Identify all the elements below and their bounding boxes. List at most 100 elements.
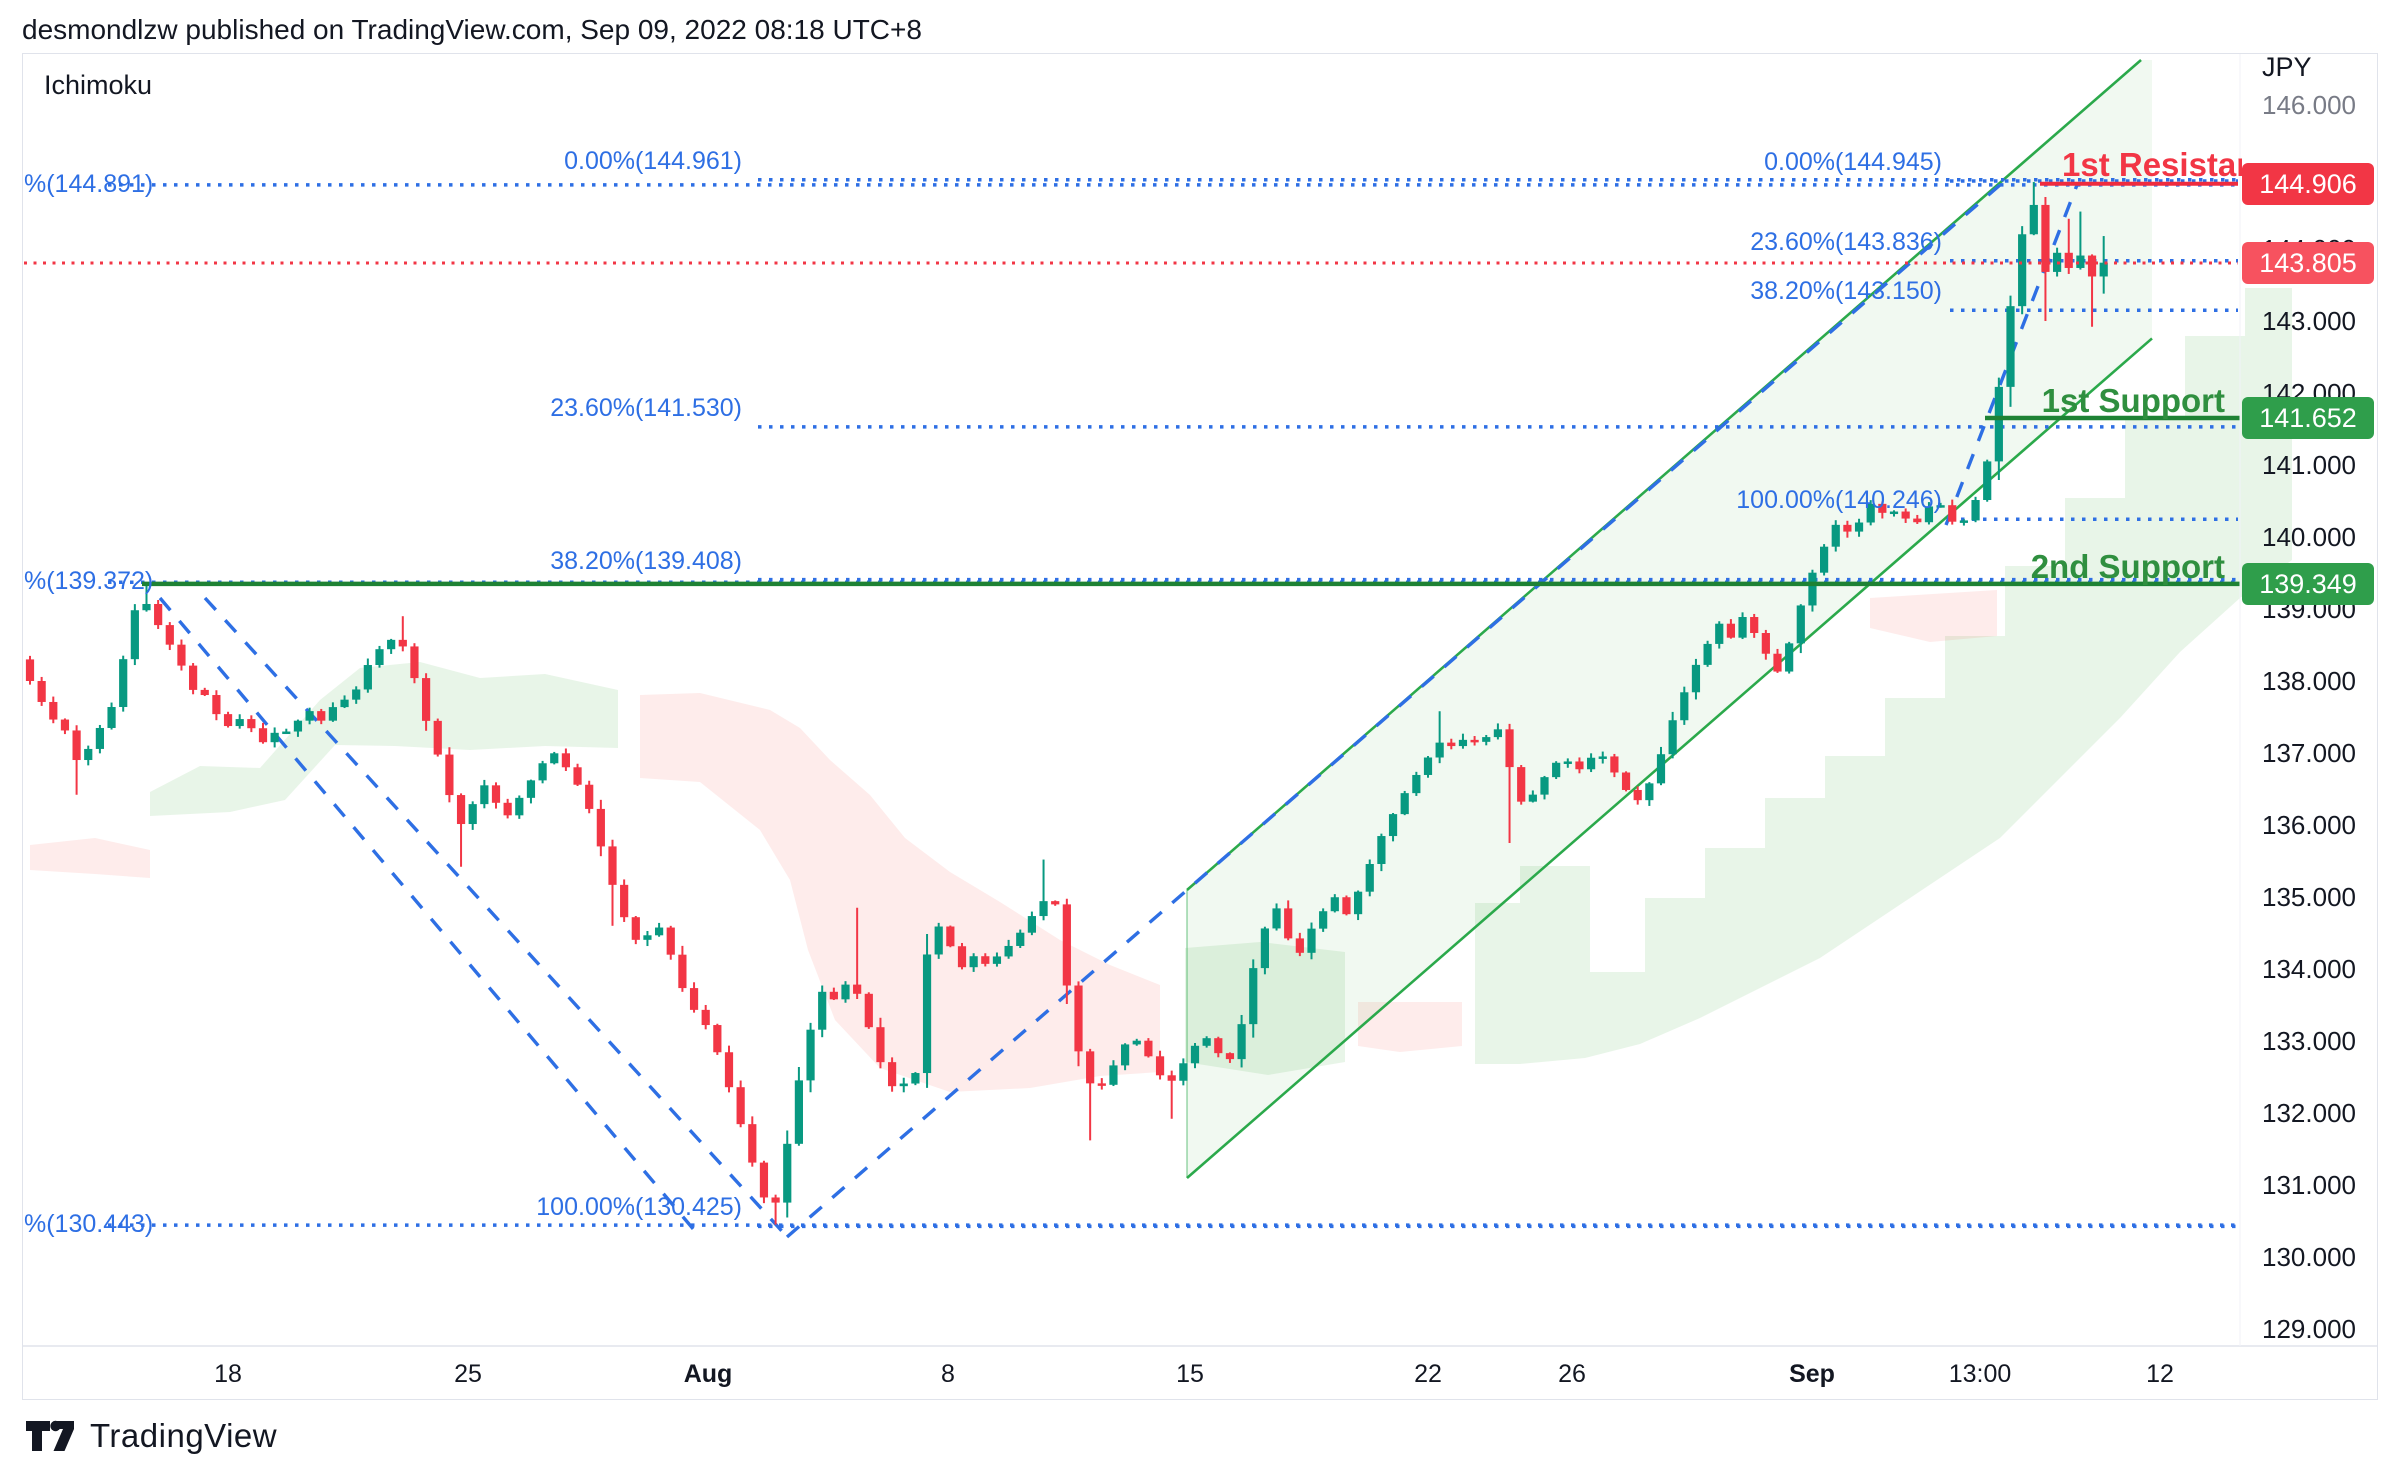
candle-up (468, 804, 477, 825)
candle-down (212, 695, 221, 715)
candle-down (258, 728, 268, 743)
candle-down (759, 1162, 769, 1198)
y-axis-tick: 143.000 (2262, 306, 2356, 336)
tradingview-logo-icon[interactable] (24, 1419, 76, 1453)
candle-down (410, 646, 419, 679)
price-badge: 143.805 (2242, 242, 2374, 285)
candle-up (922, 954, 932, 1074)
candle-up (1412, 774, 1421, 794)
candle-up (1237, 1024, 1246, 1060)
candle-down (1225, 1053, 1235, 1060)
candle-up (1924, 506, 1934, 523)
candle-up (1121, 1044, 1130, 1066)
candle-up (1691, 664, 1701, 693)
candle-up (1493, 729, 1502, 738)
candle-down (247, 719, 256, 729)
candle-down (445, 754, 454, 796)
candle-down (1505, 729, 1514, 768)
candle-down (1295, 938, 1304, 953)
candle-up (538, 763, 547, 781)
y-axis-tick: 134.000 (2262, 954, 2356, 984)
y-axis-tick: 146.000 (2262, 90, 2356, 120)
candle-up (1645, 783, 1654, 801)
candle-down (888, 1062, 897, 1087)
candle-up (2076, 255, 2085, 268)
candle-up (1202, 1038, 1211, 1046)
candle-down (748, 1124, 757, 1163)
y-axis-tick: 129.000 (2262, 1314, 2356, 1344)
candle-down (398, 639, 407, 647)
candle-up (1971, 500, 1980, 521)
x-axis-tick: 15 (1176, 1360, 1204, 1388)
y-axis-tick: 135.000 (2262, 882, 2356, 912)
candle-down (713, 1025, 722, 1053)
candle-up (2029, 204, 2038, 235)
candle-down (1447, 742, 1456, 747)
candle-up (142, 603, 151, 611)
candle-up (1400, 793, 1409, 815)
candle-down (1633, 789, 1642, 801)
candle-up (2018, 234, 2027, 307)
candle-down (1214, 1038, 1223, 1054)
candle-down (422, 678, 431, 721)
candle-down (853, 984, 862, 994)
candle-down (1167, 1075, 1176, 1081)
candle-up (1528, 794, 1537, 802)
candle-up (1563, 761, 1572, 764)
candle-up (992, 956, 1002, 964)
candle-up (794, 1080, 803, 1144)
candle-up (130, 610, 139, 660)
fib-trendline-dashed (203, 596, 792, 1242)
candle-up (1458, 739, 1468, 747)
brand-link[interactable]: TradingView (90, 1417, 278, 1454)
channel-upper-line (1186, 59, 2142, 891)
candle-up (1039, 901, 1048, 917)
candle-up (969, 956, 978, 968)
candle-up (1319, 911, 1328, 929)
x-axis-tick: 26 (1558, 1360, 1586, 1388)
candle-up (934, 926, 943, 955)
candle-down (503, 802, 512, 816)
ichimoku-cloud-green (1475, 288, 2292, 1064)
candle-down (957, 946, 967, 968)
candle-down (433, 720, 442, 755)
candle-down (1097, 1083, 1106, 1086)
x-axis-tick: Sep (1789, 1360, 1835, 1388)
ichimoku-cloud-pink (640, 693, 1160, 1092)
y-axis-tick: 133.000 (2262, 1026, 2356, 1056)
candle-up (119, 659, 128, 708)
candle-up (282, 731, 291, 735)
candle-up (515, 797, 524, 816)
candle-up (305, 711, 314, 721)
candle-up (2099, 262, 2108, 277)
candle-down (666, 927, 675, 955)
candle-up (1936, 505, 1945, 508)
candle-down (736, 1087, 745, 1125)
candle-up (1656, 754, 1666, 784)
candle-down (829, 991, 838, 1000)
candle-up (1004, 945, 1013, 957)
fib-trendline-dashed (158, 596, 702, 1239)
candle-up (1482, 737, 1491, 742)
candle-up (1831, 524, 1840, 547)
candle-down (177, 644, 186, 666)
candle-down (1051, 901, 1060, 905)
candle-down (1470, 739, 1479, 743)
y-axis-tick: 140.000 (2262, 522, 2356, 552)
candle-up (526, 780, 536, 798)
x-axis-tick: 13:00 (1948, 1360, 2012, 1388)
price-badge: 139.349 (2242, 562, 2374, 605)
candle-up (655, 927, 664, 936)
candle-up (1132, 1040, 1141, 1045)
candle-up (1307, 928, 1316, 953)
candle-up (1994, 386, 2003, 462)
candle-down (154, 603, 163, 626)
candle-down (1342, 897, 1351, 915)
ichimoku-cloud-green (150, 662, 618, 816)
price-axis-currency: JPY (2262, 52, 2312, 82)
x-axis-tick: 8 (941, 1360, 955, 1388)
candle-up (387, 639, 396, 650)
candle-down (456, 795, 466, 825)
candle-up (818, 991, 827, 1030)
